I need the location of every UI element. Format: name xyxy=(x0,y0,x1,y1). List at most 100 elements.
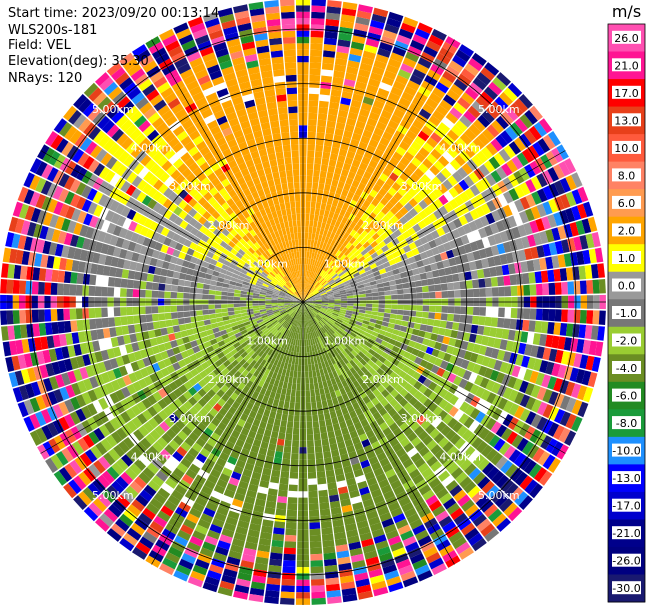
velocity-gate xyxy=(180,441,192,452)
velocity-gate xyxy=(166,364,176,374)
velocity-gate xyxy=(120,288,127,297)
velocity-gate xyxy=(565,397,577,413)
velocity-gate xyxy=(391,304,398,310)
velocity-gate xyxy=(368,248,376,256)
velocity-gate xyxy=(214,304,222,309)
velocity-gate xyxy=(364,217,373,225)
velocity-gate xyxy=(329,318,336,324)
velocity-gate xyxy=(221,264,229,271)
velocity-gate xyxy=(478,278,486,288)
velocity-gate xyxy=(311,585,325,593)
velocity-gate xyxy=(454,437,466,450)
velocity-gate xyxy=(265,302,272,305)
velocity-gate xyxy=(63,232,73,246)
velocity-gate xyxy=(399,216,408,225)
velocity-gate xyxy=(407,431,418,442)
velocity-gate xyxy=(501,218,512,230)
velocity-gate xyxy=(297,339,300,346)
velocity-gate xyxy=(362,199,371,209)
velocity-gate xyxy=(184,342,193,350)
velocity-gate xyxy=(269,558,282,567)
velocity-gate xyxy=(138,289,146,298)
velocity-gate xyxy=(314,439,322,447)
velocity-gate xyxy=(326,475,336,484)
velocity-gate xyxy=(398,266,406,274)
velocity-gate xyxy=(295,396,301,403)
velocity-gate xyxy=(519,196,531,210)
velocity-gate xyxy=(318,286,324,292)
velocity-gate xyxy=(518,133,532,148)
velocity-gate xyxy=(407,227,416,236)
velocity-gate xyxy=(383,359,392,368)
velocity-gate xyxy=(412,328,420,336)
velocity-gate xyxy=(203,319,211,326)
velocity-gate xyxy=(388,258,397,266)
velocity-gate xyxy=(183,518,197,530)
velocity-gate xyxy=(151,290,159,298)
velocity-gate xyxy=(393,108,405,119)
velocity-gate xyxy=(548,183,560,198)
velocity-gate xyxy=(320,394,327,402)
velocity-gate xyxy=(281,328,287,335)
velocity-gate xyxy=(447,313,454,322)
velocity-gate xyxy=(21,339,30,353)
velocity-gate xyxy=(19,324,28,339)
velocity-gate xyxy=(324,463,334,471)
velocity-gate xyxy=(422,292,430,299)
velocity-gate xyxy=(343,316,351,322)
velocity-gate xyxy=(445,274,454,283)
velocity-gate xyxy=(256,267,263,274)
velocity-gate xyxy=(479,91,494,105)
velocity-gate xyxy=(320,309,327,313)
velocity-gate xyxy=(333,340,340,347)
velocity-gate xyxy=(183,286,191,293)
velocity-gate xyxy=(373,467,385,477)
velocity-gate xyxy=(285,306,292,311)
velocity-gate xyxy=(281,388,287,396)
velocity-gate xyxy=(280,290,287,294)
velocity-gate xyxy=(445,249,455,259)
velocity-gate xyxy=(367,359,375,367)
velocity-gate xyxy=(239,358,247,366)
velocity-gate xyxy=(380,109,393,120)
velocity-gate xyxy=(166,428,177,439)
velocity-gate xyxy=(495,220,506,232)
velocity-gate xyxy=(307,352,311,359)
velocity-gate xyxy=(408,217,418,227)
velocity-gate xyxy=(554,409,566,424)
velocity-gate xyxy=(314,246,319,254)
velocity-gate xyxy=(445,65,460,78)
velocity-gate xyxy=(306,421,313,429)
velocity-gate xyxy=(503,87,518,102)
velocity-gate xyxy=(333,461,343,470)
velocity-gate xyxy=(235,282,243,288)
velocity-gate xyxy=(292,427,300,435)
velocity-gate xyxy=(478,248,487,259)
velocity-gate xyxy=(410,141,422,152)
velocity-gate xyxy=(225,327,233,334)
velocity-gate xyxy=(193,212,202,221)
velocity-gate xyxy=(217,277,225,283)
velocity-gate xyxy=(222,446,232,456)
velocity-gate xyxy=(202,581,218,593)
velocity-gate xyxy=(343,465,353,474)
velocity-gate xyxy=(233,379,242,387)
velocity-gate xyxy=(368,456,379,466)
velocity-gate xyxy=(240,306,247,311)
velocity-gate xyxy=(493,438,506,452)
velocity-gate xyxy=(368,26,383,36)
velocity-gate xyxy=(345,354,352,362)
velocity-gate xyxy=(565,175,577,191)
velocity-gate xyxy=(120,471,134,485)
velocity-gate xyxy=(322,367,329,375)
velocity-gate xyxy=(204,340,212,348)
velocity-gate xyxy=(321,303,329,306)
velocity-gate xyxy=(459,133,472,146)
velocity-gate xyxy=(185,468,197,480)
velocity-gate xyxy=(403,192,413,202)
velocity-gate xyxy=(88,126,101,141)
velocity-gate xyxy=(207,263,216,271)
velocity-gate xyxy=(326,338,332,345)
velocity-gate xyxy=(448,394,459,406)
velocity-gate xyxy=(298,333,301,340)
